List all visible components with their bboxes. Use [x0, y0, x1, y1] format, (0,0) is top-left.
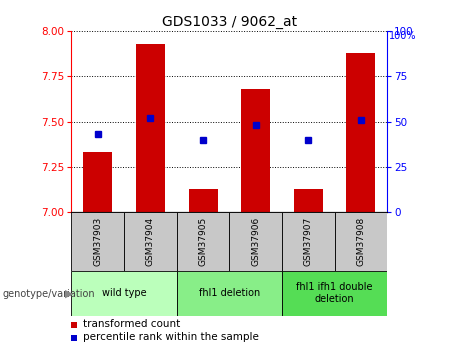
Text: GSM37906: GSM37906	[251, 217, 260, 266]
Text: genotype/variation: genotype/variation	[2, 289, 95, 299]
Bar	[71, 212, 124, 271]
Bar	[294, 189, 323, 212]
Text: fhl1 ifh1 double
deletion: fhl1 ifh1 double deletion	[296, 283, 373, 304]
Text: wild type: wild type	[102, 288, 147, 298]
Text: GSM37907: GSM37907	[304, 217, 313, 266]
Bar	[241, 89, 270, 212]
Text: GSM37905: GSM37905	[199, 217, 207, 266]
Bar	[335, 212, 387, 271]
Bar	[124, 212, 177, 271]
Bar	[282, 271, 387, 316]
Bar	[230, 212, 282, 271]
Bar	[347, 53, 375, 212]
Text: GSM37904: GSM37904	[146, 217, 155, 266]
Text: GSM37903: GSM37903	[93, 217, 102, 266]
Bar	[71, 271, 177, 316]
Text: 100%: 100%	[389, 31, 416, 40]
Title: GDS1033 / 9062_at: GDS1033 / 9062_at	[162, 14, 297, 29]
Bar	[177, 212, 229, 271]
Bar	[177, 271, 282, 316]
Bar	[136, 44, 165, 212]
Bar	[282, 212, 335, 271]
Text: transformed count: transformed count	[83, 319, 180, 329]
Text: fhl1 deletion: fhl1 deletion	[199, 288, 260, 298]
Text: ▶: ▶	[65, 289, 73, 299]
Bar	[83, 152, 112, 212]
Text: GSM37908: GSM37908	[356, 217, 366, 266]
Bar	[189, 189, 218, 212]
Text: percentile rank within the sample: percentile rank within the sample	[83, 332, 259, 342]
